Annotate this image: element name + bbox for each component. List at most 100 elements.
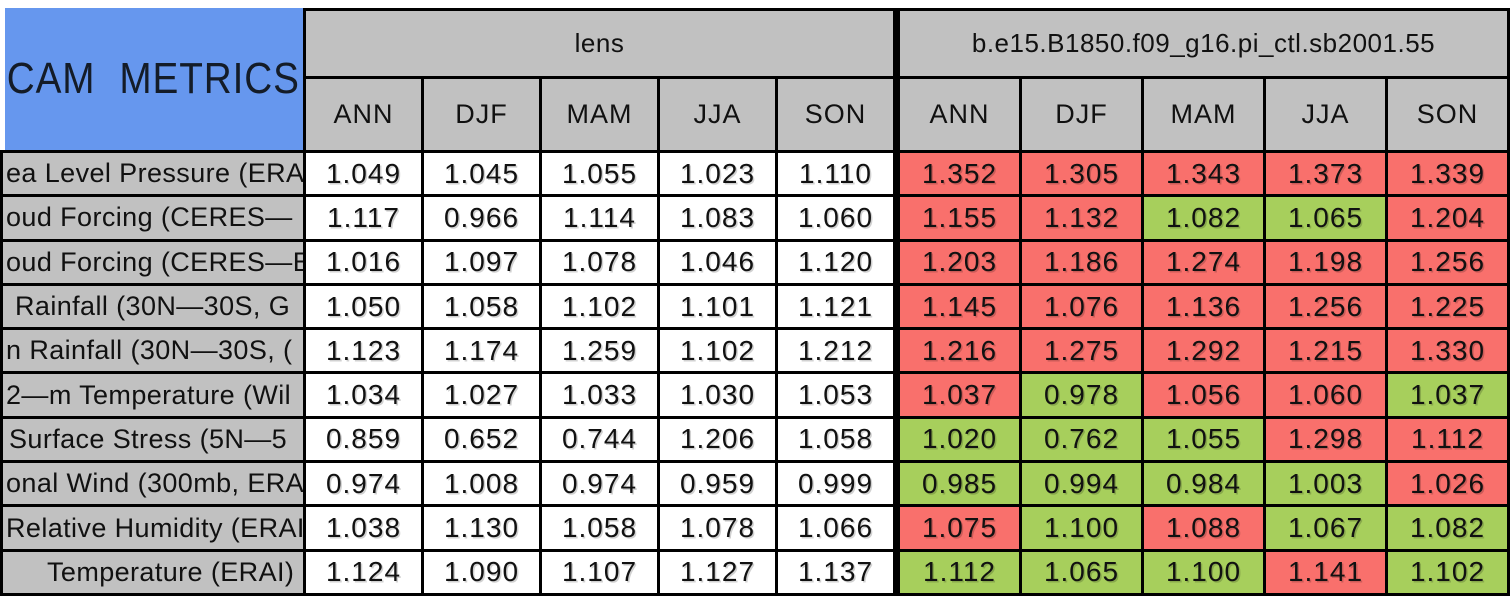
value-cell: 0.984 — [1144, 463, 1263, 505]
value-cell: 1.298 — [1266, 418, 1385, 461]
value-cell: 1.102 — [660, 330, 775, 372]
value-cell: 1.130 — [424, 507, 539, 549]
value-cell: 1.016 — [306, 241, 421, 283]
value-cell: 1.225 — [1388, 285, 1507, 328]
value-cell: 1.066 — [778, 507, 893, 549]
value-cell: 1.038 — [306, 507, 421, 549]
value-cell: 1.067 — [1266, 507, 1385, 549]
value-cell: 1.141 — [1266, 551, 1385, 593]
row-label: Rainfall (30N—30S, G — [3, 285, 303, 328]
value-cell: 1.026 — [1388, 463, 1507, 505]
value-cell: 1.020 — [900, 418, 1019, 461]
value-cell: 1.339 — [1388, 153, 1507, 195]
value-cell: 1.216 — [900, 330, 1019, 372]
value-cell: 1.112 — [1388, 418, 1507, 461]
value-cell: 1.203 — [900, 241, 1019, 283]
value-cell: 1.145 — [900, 285, 1019, 328]
value-cell: 1.003 — [1266, 463, 1385, 505]
value-cell: 0.959 — [660, 463, 775, 505]
value-cell: 1.121 — [778, 285, 893, 328]
value-cell: 1.033 — [542, 374, 657, 416]
value-cell: 1.055 — [542, 153, 657, 195]
value-cell: 1.082 — [1388, 507, 1507, 549]
value-cell: 0.999 — [778, 463, 893, 505]
value-cell: 1.117 — [306, 197, 421, 239]
value-cell: 1.114 — [542, 197, 657, 239]
value-cell: 0.762 — [1022, 418, 1141, 461]
value-cell: 1.174 — [424, 330, 539, 372]
value-cell: 1.023 — [660, 153, 775, 195]
value-cell: 1.058 — [424, 285, 539, 328]
value-cell: 1.065 — [1266, 197, 1385, 239]
value-cell: 1.124 — [306, 551, 421, 593]
value-cell: 1.058 — [778, 418, 893, 461]
value-cell: 1.136 — [1144, 285, 1263, 328]
value-cell: 1.088 — [1144, 507, 1263, 549]
value-cell: 1.204 — [1388, 197, 1507, 239]
value-cell: 1.352 — [900, 153, 1019, 195]
season-header: JJA — [1266, 79, 1385, 150]
value-cell: 1.275 — [1022, 330, 1141, 372]
row-label: Surface Stress (5N—5 — [3, 418, 303, 461]
value-cell: 1.215 — [1266, 330, 1385, 372]
row-label: onal Wind (300mb, ERA — [3, 463, 303, 505]
season-header: MAM — [542, 79, 657, 150]
value-cell: 1.212 — [778, 330, 893, 372]
value-cell: 0.966 — [424, 197, 539, 239]
row-label: Relative Humidity (ERAI — [3, 507, 303, 549]
value-cell: 0.985 — [900, 463, 1019, 505]
value-cell: 1.078 — [660, 507, 775, 549]
value-cell: 1.343 — [1144, 153, 1263, 195]
value-cell: 1.056 — [1144, 374, 1263, 416]
left-margin-mask — [0, 8, 5, 150]
value-cell: 1.101 — [660, 285, 775, 328]
value-cell: 1.090 — [424, 551, 539, 593]
value-cell: 0.978 — [1022, 374, 1141, 416]
value-cell: 1.256 — [1266, 285, 1385, 328]
group-header-case: b.e15.B1850.f09_g16.pi_ctl.sb2001.55 — [900, 11, 1507, 76]
value-cell: 0.744 — [542, 418, 657, 461]
value-cell: 0.974 — [306, 463, 421, 505]
value-cell: 1.060 — [1266, 374, 1385, 416]
value-cell: 1.102 — [542, 285, 657, 328]
row-label: n Rainfall (30N—30S, ( — [3, 330, 303, 372]
value-cell: 1.008 — [424, 463, 539, 505]
value-cell: 0.652 — [424, 418, 539, 461]
value-cell: 0.974 — [542, 463, 657, 505]
value-cell: 1.137 — [778, 551, 893, 593]
season-header: ANN — [900, 79, 1019, 150]
value-cell: 1.112 — [900, 551, 1019, 593]
value-cell: 1.155 — [900, 197, 1019, 239]
value-cell: 1.123 — [306, 330, 421, 372]
value-cell: 1.034 — [306, 374, 421, 416]
value-cell: 0.859 — [306, 418, 421, 461]
value-cell: 1.055 — [1144, 418, 1263, 461]
value-cell: 1.102 — [1388, 551, 1507, 593]
value-cell: 1.045 — [424, 153, 539, 195]
group-header-lens: lens — [306, 11, 893, 76]
value-cell: 1.058 — [542, 507, 657, 549]
value-cell: 1.110 — [778, 153, 893, 195]
value-cell: 1.132 — [1022, 197, 1141, 239]
value-cell: 1.037 — [900, 374, 1019, 416]
value-cell: 1.060 — [778, 197, 893, 239]
value-cell: 1.292 — [1144, 330, 1263, 372]
value-cell: 1.082 — [1144, 197, 1263, 239]
value-cell: 1.075 — [900, 507, 1019, 549]
value-cell: 1.050 — [306, 285, 421, 328]
season-header: DJF — [424, 79, 539, 150]
value-cell: 1.127 — [660, 551, 775, 593]
page-title: CAM METRICS — [6, 54, 300, 103]
season-header: DJF — [1022, 79, 1141, 150]
value-cell: 1.083 — [660, 197, 775, 239]
value-cell: 1.065 — [1022, 551, 1141, 593]
value-cell: 1.107 — [542, 551, 657, 593]
value-cell: 1.274 — [1144, 241, 1263, 283]
value-cell: 1.120 — [778, 241, 893, 283]
value-cell: 1.305 — [1022, 153, 1141, 195]
metrics-grid: CAM METRICS lens b.e15.B1850.f09_g16.pi_… — [0, 8, 1510, 596]
row-label: Temperature (ERAI) — [3, 551, 303, 593]
season-header: ANN — [306, 79, 421, 150]
value-cell: 1.046 — [660, 241, 775, 283]
